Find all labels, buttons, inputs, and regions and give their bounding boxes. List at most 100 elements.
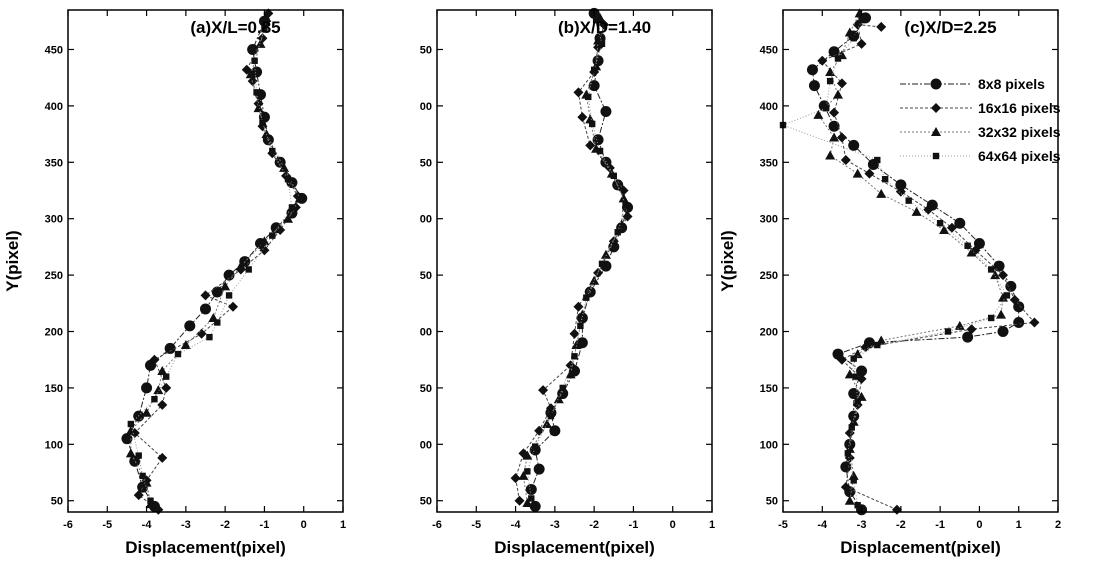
x-tick-label: 1 [709, 519, 715, 531]
data-point [288, 204, 296, 211]
chart-panel-2: -6 -5 -4 -3 -2 -1 0 1 50 00 50 00 50 00 50 00 50 (b)X/D=1… [420, 7, 715, 557]
data-point [247, 43, 259, 55]
x-tick-label: -1 [629, 519, 639, 531]
data-point [600, 106, 612, 118]
data-point [954, 320, 965, 330]
data-point [923, 204, 934, 215]
x-tick-label: -1 [260, 519, 270, 531]
x-tick-label: 0 [301, 519, 307, 531]
data-point [895, 179, 907, 191]
data-point [163, 373, 170, 380]
data-point [200, 303, 211, 315]
data-point [518, 470, 529, 480]
data-point [813, 109, 824, 119]
y-tick-label: 200 [45, 327, 63, 339]
x-tick-label: -4 [817, 519, 828, 531]
data-point [127, 420, 135, 428]
y-tick-label: 00 [420, 101, 432, 113]
data-point [850, 477, 857, 484]
data-point [532, 443, 539, 450]
data-point [529, 500, 541, 512]
y-tick-label: 350 [45, 157, 63, 169]
data-point [622, 201, 629, 209]
x-tick-label: -3 [550, 519, 560, 531]
data-point [528, 495, 535, 502]
x-axis-label: Displacement(pixel) [125, 538, 286, 557]
series-line [515, 24, 629, 501]
data-point [590, 66, 598, 73]
data-point [573, 87, 584, 98]
legend-label: 32x32 pixels [978, 124, 1061, 140]
plot-frame [782, 9, 1059, 513]
data-point [133, 490, 144, 501]
y-tick-label: 50 [420, 157, 432, 169]
data-point [876, 21, 887, 32]
data-point [259, 119, 266, 127]
data-point [848, 139, 860, 151]
data-point [284, 176, 292, 183]
data-point [844, 495, 855, 505]
data-point [850, 355, 857, 362]
x-tick-label: -5 [102, 519, 112, 531]
y-tick-label: 00 [420, 327, 432, 339]
panel-title: (c)X/D=2.25 [904, 18, 996, 37]
data-point [245, 266, 252, 273]
data-point [844, 27, 855, 37]
data-point [180, 340, 191, 350]
data-point [196, 328, 207, 339]
data-point [834, 55, 842, 62]
data-point [294, 193, 305, 203]
y-tick-label: 200 [760, 327, 778, 339]
data-point [1003, 292, 1011, 299]
data-point [836, 132, 847, 143]
x-tick-label: 2 [1055, 519, 1061, 531]
data-point [939, 224, 950, 234]
y-tick-label: 150 [45, 383, 63, 395]
data-point [844, 450, 852, 457]
x-tick-label: -5 [778, 519, 788, 531]
data-point [864, 168, 875, 179]
data-point [585, 140, 596, 151]
data-point [149, 354, 160, 365]
legend-label: 64x64 pixels [978, 148, 1061, 164]
x-tick-label: -3 [181, 519, 191, 531]
data-point [622, 211, 633, 222]
data-point [988, 314, 995, 322]
data-point [833, 89, 843, 99]
legend-marker [931, 127, 941, 136]
data-point [990, 270, 1001, 280]
data-point [261, 12, 272, 22]
data-point [269, 147, 276, 155]
data-point [283, 213, 293, 223]
data-point [157, 365, 168, 375]
data-point [577, 322, 584, 330]
data-point [259, 245, 270, 256]
data-point [911, 206, 922, 216]
y-tick-label: 100 [45, 439, 63, 451]
data-point [251, 66, 263, 78]
data-point [825, 67, 836, 77]
data-point [559, 384, 566, 392]
data-point [542, 419, 552, 429]
panel-title: (a)X/L=0.85 [190, 18, 280, 37]
data-point [206, 333, 213, 341]
data-point [836, 354, 847, 365]
data-point [151, 395, 158, 403]
x-tick-label: -2 [896, 519, 906, 531]
data-point [826, 77, 834, 85]
data-point [808, 80, 820, 92]
data-point [211, 286, 223, 298]
y-tick-label: 400 [45, 101, 63, 113]
data-point [583, 294, 590, 301]
data-point [125, 448, 136, 458]
data-point [225, 292, 233, 299]
data-point [200, 290, 211, 301]
y-tick-label: 450 [45, 44, 63, 56]
data-point [261, 25, 268, 33]
legend-label: 16x16 pixels [978, 100, 1061, 116]
data-point [164, 342, 176, 354]
data-point [618, 185, 629, 196]
data-point [220, 281, 231, 291]
y-tick-label: 50 [420, 44, 432, 56]
data-point [858, 16, 865, 24]
